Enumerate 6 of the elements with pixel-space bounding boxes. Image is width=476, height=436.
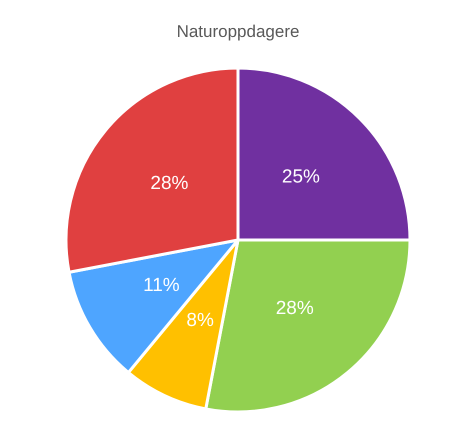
data-label: 25% [282,166,320,188]
data-label: 28% [150,172,189,194]
data-label: 28% [276,298,314,320]
data-label: 8% [186,310,214,332]
data-label: 11% [143,274,180,296]
chart-title: Naturoppdagere [176,22,300,41]
